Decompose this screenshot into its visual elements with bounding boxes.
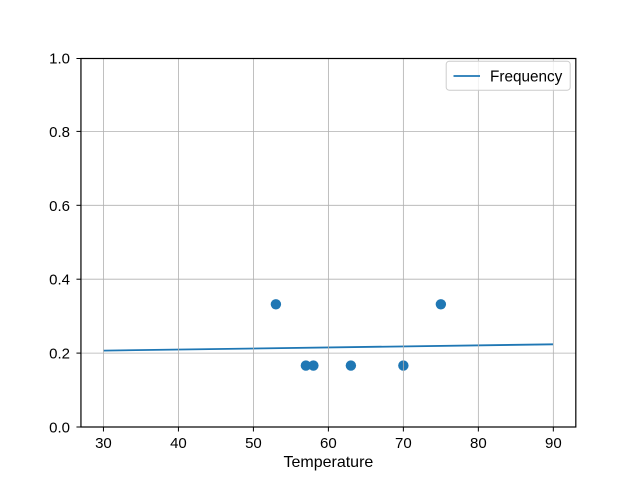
svg-text:90: 90 [545,435,562,452]
svg-text:40: 40 [170,435,187,452]
svg-text:0.4: 0.4 [49,272,70,289]
svg-text:60: 60 [320,435,337,452]
svg-text:50: 50 [245,435,262,452]
svg-text:30: 30 [95,435,112,452]
svg-text:0.2: 0.2 [49,346,70,363]
svg-text:1.0: 1.0 [49,51,70,68]
svg-text:80: 80 [470,435,487,452]
svg-text:0.8: 0.8 [49,124,70,141]
svg-text:Frequency: Frequency [490,69,563,86]
svg-text:70: 70 [395,435,412,452]
svg-text:0.0: 0.0 [49,420,70,437]
svg-text:0.6: 0.6 [49,198,70,215]
svg-text:Temperature: Temperature [283,454,373,471]
